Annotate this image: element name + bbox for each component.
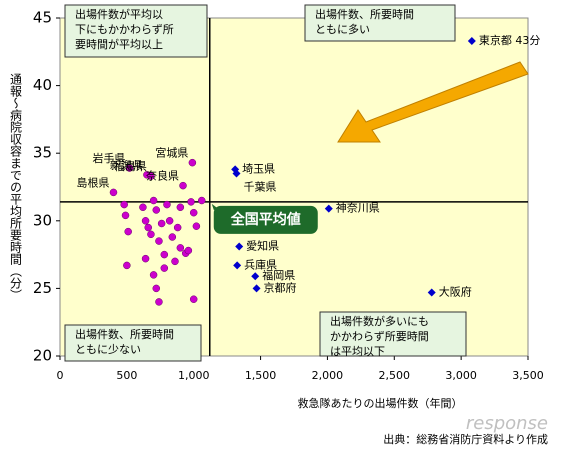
annotation-box — [304, 4, 456, 42]
point — [121, 211, 130, 220]
point-label: 愛知県 — [246, 238, 279, 252]
x-axis-title: 救急隊あたりの出場件数（年間） — [298, 396, 463, 410]
annotation-text: 出場件数、所要時間 — [75, 327, 174, 341]
average-box — [213, 205, 318, 234]
annotation-text: かかわらず所要時間 — [330, 330, 429, 343]
annotation-text: 出場件数、所要時間 — [315, 7, 414, 21]
point — [149, 196, 158, 205]
point — [251, 272, 260, 281]
point — [233, 261, 242, 270]
point — [160, 250, 169, 259]
plot-area — [59, 17, 529, 357]
point — [187, 198, 195, 206]
annotation-text: 下にもかかわらず所 — [75, 23, 174, 36]
y-axis-title: 通報～病院収容までの平均所要時間（分） — [9, 73, 23, 301]
point — [171, 257, 179, 266]
point-label: 島根県 — [76, 175, 109, 189]
annotation-box — [319, 311, 467, 357]
point — [467, 36, 476, 45]
x-tick-label: 2,500 — [379, 369, 411, 382]
point — [152, 206, 161, 214]
point-label: 宮城県 — [155, 146, 188, 160]
point — [120, 200, 128, 209]
point — [189, 295, 198, 303]
y-tick-label: 25 — [33, 279, 52, 297]
point — [189, 208, 198, 217]
point — [168, 233, 177, 241]
annotation-text: ともに多い — [315, 22, 370, 36]
point — [252, 284, 261, 293]
x-tick-label: 3,000 — [445, 369, 477, 382]
point-label: 千葉県 — [244, 179, 277, 193]
point-label: 新潟県 — [110, 158, 143, 172]
point-label: 兵庫県 — [244, 257, 277, 271]
point — [147, 172, 155, 180]
point — [232, 169, 241, 178]
point — [147, 230, 155, 239]
point — [184, 246, 193, 255]
annotation-text: は平均以下 — [330, 345, 385, 358]
point — [144, 223, 153, 232]
point-label: 奈良県 — [146, 169, 179, 183]
point-label: 京都府 — [264, 280, 297, 294]
point-label: 岩手県 — [93, 151, 126, 165]
x-tick-label: 1,500 — [245, 369, 277, 382]
point — [176, 244, 185, 252]
y-tick-label: 20 — [33, 347, 52, 365]
point — [141, 217, 150, 225]
point — [157, 219, 166, 228]
annotation-text: 出場件数が多いにも — [330, 314, 429, 328]
x-tick-label: 3,500 — [512, 369, 544, 382]
x-tick-label: 500 — [116, 369, 137, 382]
point — [163, 200, 171, 209]
point — [125, 164, 134, 172]
arrow — [337, 61, 529, 143]
average-label: 全国平均値 — [230, 211, 301, 228]
point-label: 神奈川県 — [336, 201, 380, 215]
point — [123, 261, 131, 270]
y-tick-label: 30 — [33, 211, 52, 229]
point — [173, 223, 182, 232]
x-tick-label: 1,000 — [178, 369, 210, 382]
point-label: 東京都 43分 — [479, 33, 540, 47]
annotation-box — [64, 324, 202, 362]
point — [109, 188, 118, 197]
point-label: 大阪府 — [439, 284, 472, 298]
x-tick-label: 2,000 — [312, 369, 344, 382]
point — [235, 242, 244, 251]
point — [152, 284, 161, 293]
x-tick-label: 0 — [57, 369, 64, 382]
point — [179, 181, 187, 190]
annotation-text: 出場件数が平均以 — [75, 7, 163, 21]
point — [427, 288, 436, 297]
point — [155, 298, 163, 306]
point — [124, 227, 132, 236]
point-label: 福島県 — [114, 159, 147, 173]
point — [197, 196, 206, 205]
point — [155, 237, 163, 245]
point — [188, 158, 197, 167]
annotation-text: 要時間が平均以上 — [75, 37, 163, 51]
source: 出典：総務省消防庁資料より作成 — [383, 432, 548, 446]
y-tick-label: 40 — [33, 76, 52, 94]
annotation-box — [64, 4, 208, 58]
point — [176, 203, 185, 212]
point — [139, 203, 147, 212]
watermark: response — [466, 413, 548, 434]
point — [149, 271, 158, 279]
point — [141, 254, 150, 263]
y-tick-label: 35 — [33, 144, 52, 162]
point — [192, 222, 201, 230]
y-tick-label: 45 — [33, 9, 52, 27]
point-label: 福岡県 — [262, 268, 295, 282]
annotation-text: ともに少ない — [75, 343, 141, 356]
point — [165, 217, 174, 225]
point — [324, 204, 333, 213]
point-label: 埼玉県 — [242, 161, 275, 175]
point — [160, 264, 169, 272]
